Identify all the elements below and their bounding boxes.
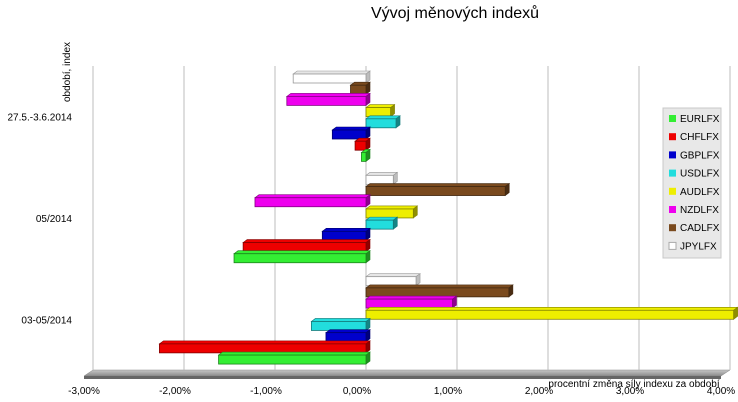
bar <box>331 126 371 140</box>
y-axis-title: období, index <box>62 42 73 102</box>
bar <box>365 205 419 219</box>
bar <box>285 92 371 107</box>
legend: EURLFX CHFLFX GBPLFX USDLFX AUDLFX NZDLFX CADL… <box>662 107 722 259</box>
x-tick-label: -3,00% <box>68 386 100 397</box>
bar <box>365 273 421 287</box>
legend-label: USDLFX <box>680 169 720 180</box>
bar <box>292 70 371 84</box>
bar <box>365 182 511 197</box>
legend-swatch <box>668 241 677 250</box>
plot-floor-edge <box>84 376 721 379</box>
legend-label: JPYLFX <box>680 241 717 252</box>
bar <box>254 194 371 208</box>
bar <box>325 329 371 343</box>
legend-label: EURLFX <box>680 114 720 125</box>
category-label: 27.5.-3.6.2014 <box>8 113 73 124</box>
bar <box>365 295 458 309</box>
legend-swatch <box>669 187 676 195</box>
bar <box>365 306 738 320</box>
legend-label: CADLFX <box>680 223 720 234</box>
x-axis-title: procentní změna síly indexu za období <box>548 379 719 390</box>
x-tick-label: 0,00% <box>343 386 371 397</box>
legend-swatch <box>669 115 676 122</box>
x-tick-labels: -3,00% -2,00% -1,00% 0,00% 1,00% 2,00% 3,00% 4,… <box>68 386 735 397</box>
bar <box>354 137 371 151</box>
legend-swatch <box>669 151 676 159</box>
bar <box>365 103 396 118</box>
plot-walls <box>83 369 731 379</box>
category-label: 05/2014 <box>36 214 73 225</box>
bar <box>360 148 371 162</box>
bar <box>365 284 514 298</box>
legend-label: CHFLFX <box>680 132 719 143</box>
x-tick-label: 4,00% <box>707 386 735 397</box>
bar <box>365 216 399 230</box>
bar <box>242 238 371 253</box>
bar <box>217 351 371 365</box>
bar <box>365 171 399 185</box>
bars <box>158 70 738 365</box>
legend-swatch <box>669 224 676 232</box>
x-tick-label: -1,00% <box>250 386 282 397</box>
category-label: 03-05/2014 <box>21 315 72 326</box>
legend-swatch <box>669 206 676 213</box>
x-tick-label: -2,00% <box>159 386 191 397</box>
bar <box>310 317 371 332</box>
legend-label: AUDLFX <box>680 187 720 198</box>
bar <box>349 81 371 95</box>
bar <box>233 250 371 264</box>
bar <box>158 340 371 354</box>
bar <box>321 227 371 241</box>
category-labels: 27.5.-3.6.2014 05/2014 03-05/2014 <box>8 113 73 327</box>
x-tick-label: 2,00% <box>525 386 553 397</box>
plot-floor <box>83 369 731 377</box>
legend-label: NZDLFX <box>680 205 719 216</box>
x-tick-label: 1,00% <box>434 386 462 397</box>
bar <box>365 115 401 129</box>
legend-label: GBPLFX <box>680 150 720 161</box>
chart-title: Vývoj měnových indexů <box>371 4 539 22</box>
legend-swatch <box>669 169 676 177</box>
legend-box <box>662 107 722 259</box>
x-tick-label: 3,00% <box>616 386 644 397</box>
legend-swatch <box>669 133 676 141</box>
